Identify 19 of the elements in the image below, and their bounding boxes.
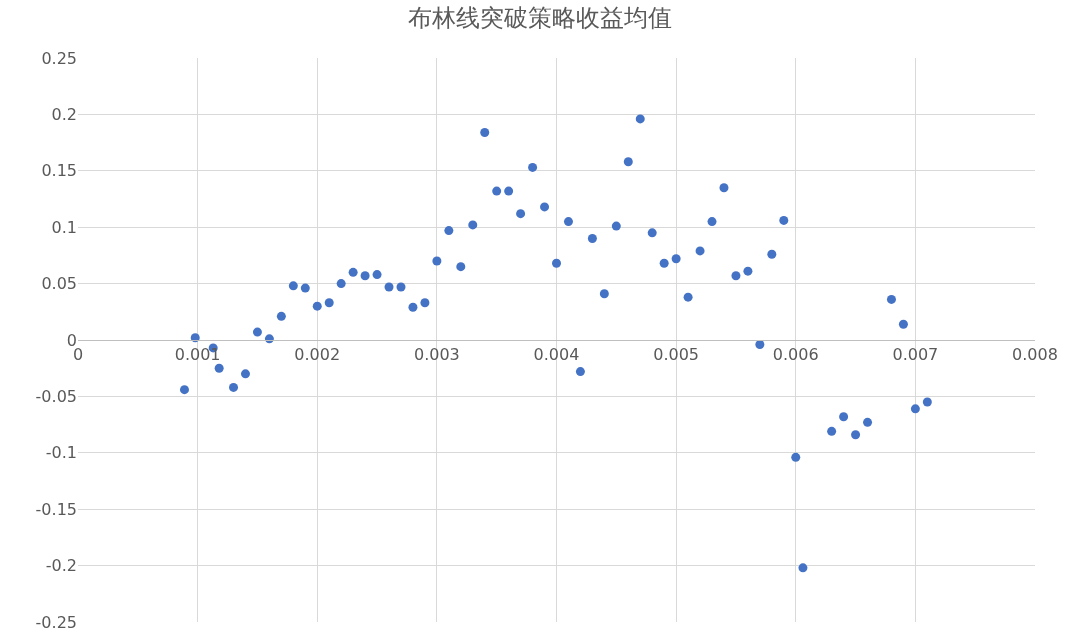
y-tick-label: -0.2 <box>45 556 77 576</box>
y-tick-label: 0.15 <box>41 161 77 181</box>
x-tick-label: 0.001 <box>174 345 221 365</box>
x-tick-label: 0.007 <box>892 345 939 365</box>
x-tick-label: 0.008 <box>1012 345 1058 365</box>
y-tick-label: -0.1 <box>45 443 77 463</box>
y-tick-label: -0.05 <box>35 387 77 406</box>
y-tick-label: -0.15 <box>35 499 77 519</box>
y-tick-label: -0.25 <box>35 612 77 632</box>
y-tick-label: 0.05 <box>41 274 77 294</box>
y-tick-label: 0.25 <box>41 48 77 68</box>
x-tick-label: 0.004 <box>533 345 580 365</box>
x-tick-label: 0.003 <box>413 345 460 365</box>
chart-title: 布林线突破策略收益均值 <box>408 4 672 33</box>
y-tick-label: 0.2 <box>51 105 77 124</box>
x-tick-label: 0.006 <box>772 345 819 365</box>
x-tick-label: 0.005 <box>653 345 700 365</box>
x-tick-label: 0.002 <box>294 345 341 365</box>
y-tick-label: 0.1 <box>51 217 77 237</box>
